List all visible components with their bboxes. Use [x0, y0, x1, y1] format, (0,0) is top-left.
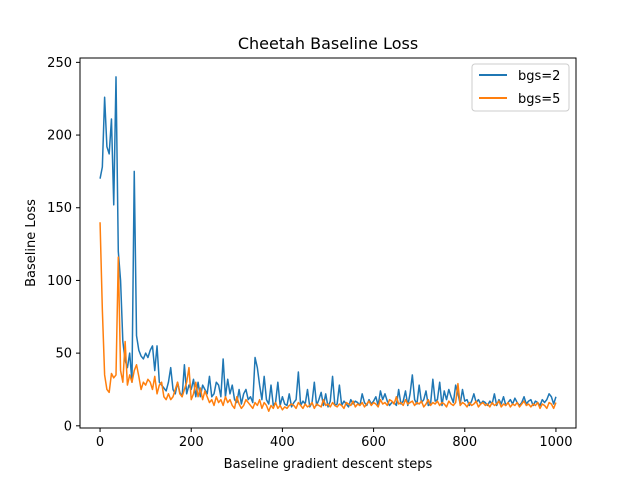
- legend-label-bgs2: bgs=2: [518, 69, 560, 84]
- y-tick-label: 50: [55, 347, 72, 362]
- y-tick-label: 0: [64, 419, 72, 434]
- series-line-bgs2: [99, 76, 557, 408]
- x-tick-label: 400: [270, 435, 295, 450]
- y-axis-label: Baseline Loss: [24, 199, 39, 287]
- y-axis-ticks: 0 50 100 150 200 250: [47, 56, 80, 434]
- y-tick-label: 250: [47, 56, 72, 71]
- plot-area: [79, 57, 577, 429]
- x-tick-label: 0: [96, 435, 104, 450]
- plot-frame: [79, 57, 577, 429]
- series-layer: [99, 76, 557, 413]
- legend-label-bgs5: bgs=5: [518, 92, 560, 107]
- x-tick-label: 600: [361, 435, 386, 450]
- y-tick-label: 200: [47, 129, 72, 144]
- x-axis-label: Baseline gradient descent steps: [224, 457, 433, 472]
- x-tick-label: 800: [452, 435, 477, 450]
- x-tick-label: 200: [179, 435, 204, 450]
- y-tick-label: 150: [47, 201, 72, 216]
- x-tick-label: 1000: [539, 435, 572, 450]
- legend: bgs=2 bgs=5: [471, 63, 570, 112]
- x-axis-ticks: 0 200 400 600 800 1000: [96, 428, 572, 450]
- series-line-bgs5: [99, 222, 557, 413]
- chart-title: Cheetah Baseline Loss: [238, 34, 418, 53]
- y-tick-label: 100: [47, 274, 72, 289]
